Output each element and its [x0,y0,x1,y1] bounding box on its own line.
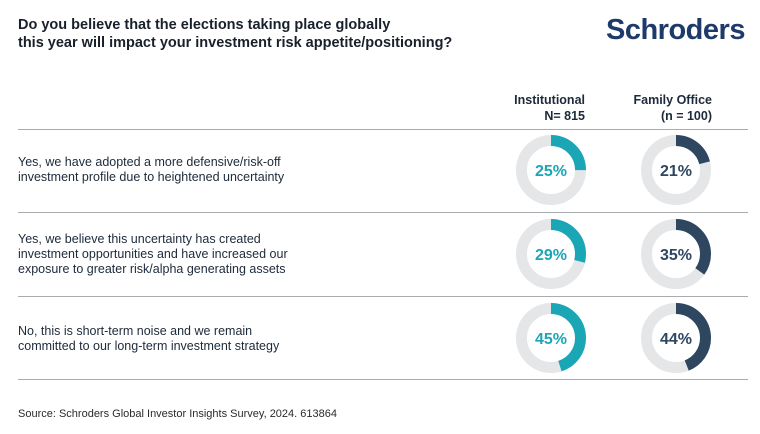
label-line: committed to our long-term investment st… [18,339,280,353]
donut-segment [641,135,711,205]
label-line: investment opportunities and have increa… [18,247,288,261]
column-sample: (n = 100) [660,109,712,123]
donut-value-label: 25% [535,163,567,180]
column-name: Family Office [633,93,713,107]
label-line: Yes, we have adopted a more defensive/ri… [18,155,281,169]
donut-segment [641,219,711,289]
column-name: Institutional [514,93,585,107]
title-line: Do you believe that the elections taking… [18,17,391,33]
donut-segment [516,135,586,205]
title-line: this year will impact your investment ri… [18,35,453,51]
source-note: Source: Schroders Global Investor Insigh… [18,408,337,420]
row-label-defensive: Yes, we have adopted a more defensive/ri… [18,155,358,185]
column-sample: N= 815 [544,109,585,123]
donut-segment [516,303,586,373]
donut-segment [516,219,586,289]
divider [18,129,748,130]
donut-value-label: 21% [660,163,692,180]
schroders-logo: Schroders [606,14,745,46]
donut-value-label: 29% [535,247,567,264]
divider [18,296,748,297]
column-header-family-office: Family Office (n = 100) [600,92,713,124]
chart-title: Do you believe that the elections taking… [18,16,538,52]
column-header-institutional: Institutional N= 815 [470,92,585,124]
donut-value-label: 45% [535,331,567,348]
row-label-short-term-noise: No, this is short-term noise and we rema… [18,324,358,354]
donut-value-label: 44% [660,331,692,348]
label-line: No, this is short-term noise and we rema… [18,324,253,338]
label-line: exposure to greater risk/alpha generatin… [18,262,286,276]
label-line: investment profile due to heightened unc… [18,170,285,184]
donut-segment [641,303,711,373]
divider [18,379,748,380]
label-line: Yes, we believe this uncertainty has cre… [18,232,261,246]
row-label-opportunities: Yes, we believe this uncertainty has cre… [18,232,358,277]
donut-value-label: 35% [660,247,692,264]
divider [18,212,748,213]
